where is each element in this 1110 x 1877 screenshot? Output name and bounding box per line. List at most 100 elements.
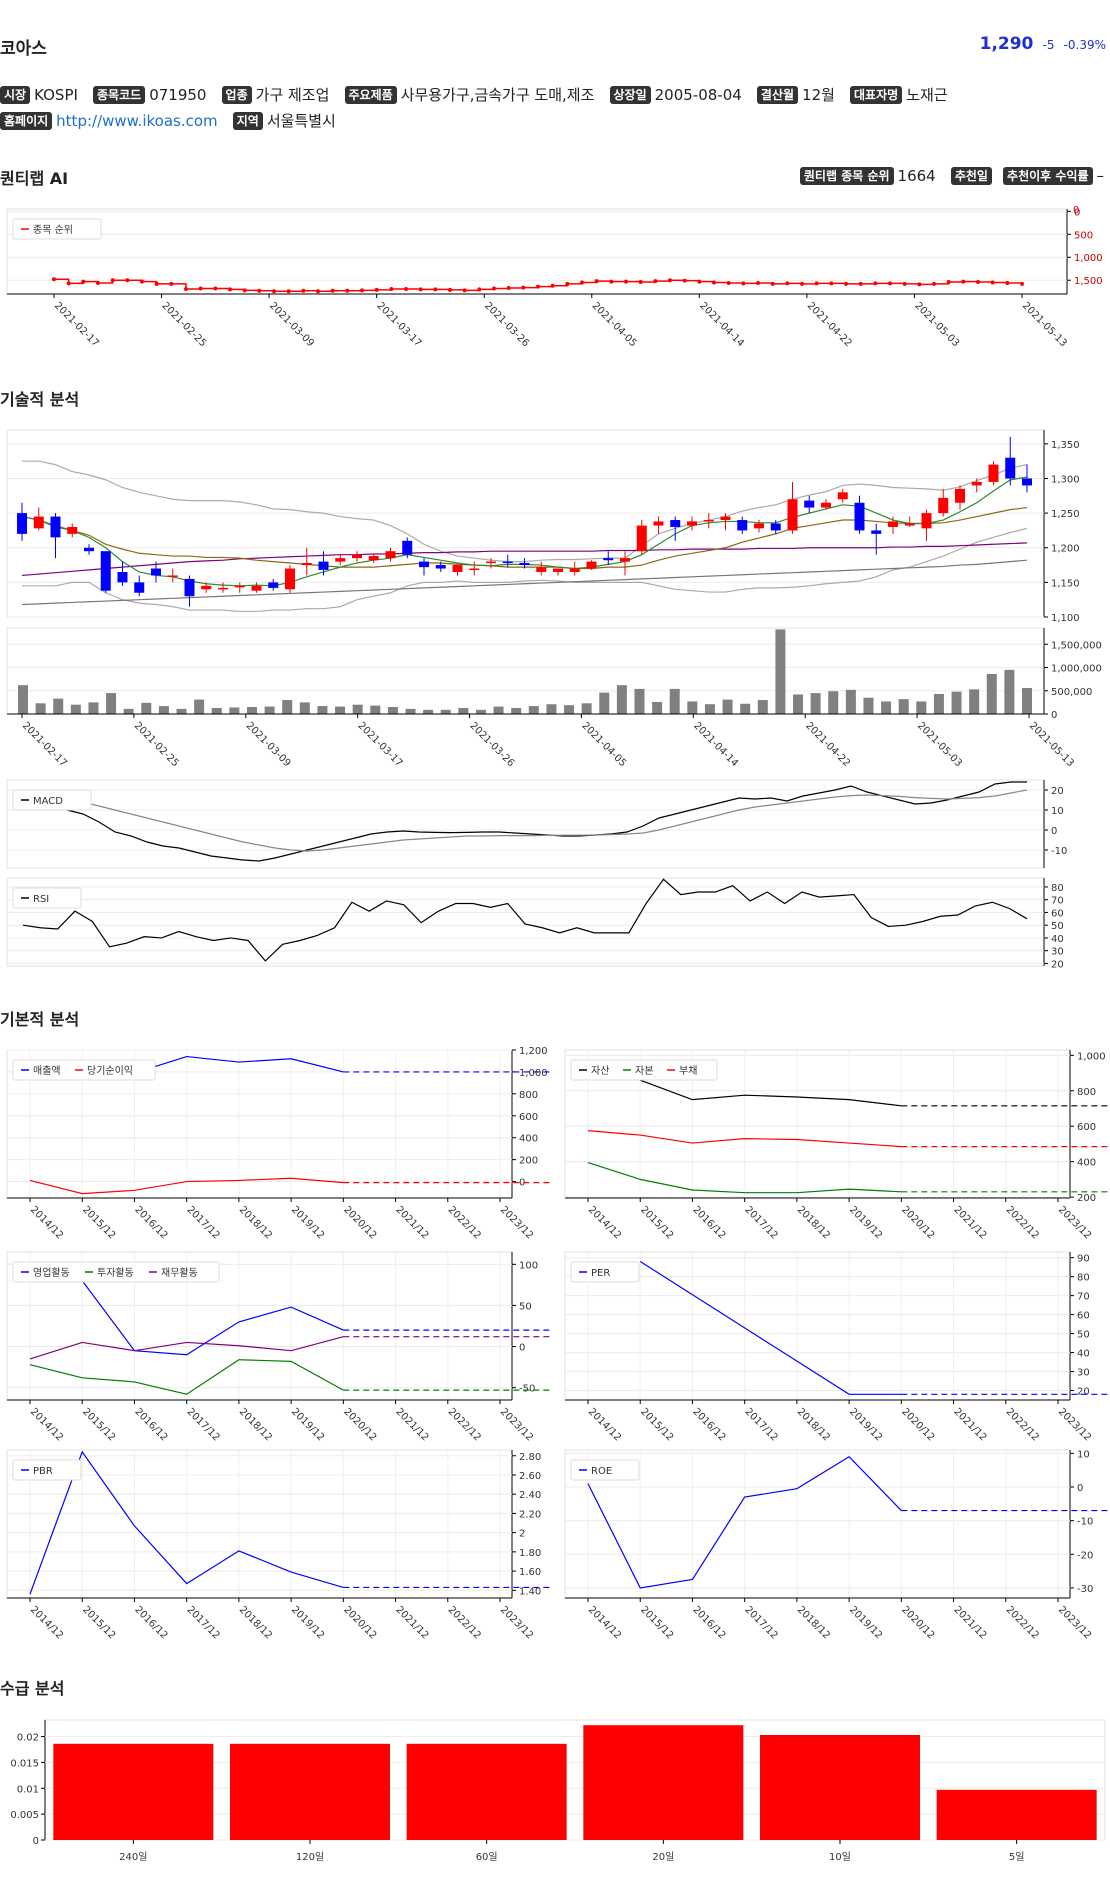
roe-y-tick-label: 10 — [1077, 1449, 1090, 1460]
volume-bar — [387, 707, 398, 714]
rsi-frame — [6, 877, 1045, 967]
price-block: 1,290 -5 -0.39% — [980, 34, 1106, 54]
rank-point — [169, 281, 174, 286]
homepage-link[interactable]: http://www.ikoas.com — [56, 111, 218, 130]
volume-bar — [881, 701, 892, 714]
sales_profit-x-tick-label: 2020/12 — [341, 1204, 378, 1241]
balance-legend-label: 자본 — [635, 1065, 653, 1077]
supply-y-tick-label: 0.02 — [17, 1733, 39, 1744]
balance-x-tick-label: 2022/12 — [1004, 1204, 1041, 1241]
rsi-y-tick-label: 40 — [1051, 934, 1064, 945]
sales_profit-y-tick-label: 0 — [519, 1178, 525, 1189]
volume-x-tick-label: 2021-02-25 — [132, 720, 181, 769]
volume-bar — [511, 707, 522, 714]
candle-body — [904, 523, 915, 526]
candle-body — [67, 526, 78, 534]
cashflow-y-tick-label: -50 — [519, 1384, 535, 1395]
roe-y-tick-label: -30 — [1077, 1584, 1093, 1595]
rank-point — [286, 289, 291, 294]
per-y-tick-label: 30 — [1077, 1368, 1090, 1379]
rank-point — [52, 277, 56, 282]
volume-x-tick-label: 2021-04-05 — [579, 720, 628, 769]
volume-bar — [176, 708, 187, 714]
balance-legend-label: 자산 — [591, 1065, 609, 1077]
supply-y-tick-label: 0.015 — [10, 1758, 39, 1769]
macd-series-line — [66, 789, 1028, 852]
price-y-tick-label: 1,200 — [1051, 544, 1080, 555]
supply-x-tick-label: 60일 — [476, 1851, 498, 1863]
price-y-tick-label: 1,300 — [1051, 474, 1080, 485]
sales_profit-x-tick-label: 2018/12 — [237, 1204, 274, 1241]
pbr-x-tick-label: 2021/12 — [393, 1604, 430, 1641]
candle-body — [837, 492, 848, 500]
candle-body — [318, 561, 329, 570]
candle-body — [787, 499, 798, 531]
sales_profit-y-tick-label: 200 — [519, 1156, 538, 1167]
cashflow-x-tick-label: 2014/12 — [28, 1406, 65, 1443]
candle-body — [955, 488, 965, 503]
rank-x-tick-label: 2021-02-25 — [159, 300, 208, 349]
rank-x-tick-label: 2021-05-03 — [912, 300, 961, 349]
rank-point — [770, 281, 775, 286]
cashflow-x-tick-label: 2023/12 — [498, 1406, 535, 1443]
volume-bar — [669, 688, 680, 714]
balance-x-tick-label: 2015/12 — [638, 1204, 675, 1241]
volume-bar — [757, 700, 768, 714]
candle-body — [519, 562, 530, 566]
volume-bar — [704, 704, 715, 714]
rank-point — [946, 280, 951, 285]
candle-body — [33, 516, 44, 529]
rank-point — [697, 279, 702, 284]
rank-point — [814, 281, 819, 286]
rsi-y-tick-label: 30 — [1051, 947, 1064, 958]
volume-bar — [599, 692, 610, 714]
per-x-tick-label: 2022/12 — [1004, 1406, 1041, 1443]
rank-y-tick-label: 1,000 — [1074, 253, 1103, 264]
candle-body — [871, 530, 882, 534]
fiscal-value: 12월 — [802, 86, 835, 104]
volume-bar — [317, 706, 328, 714]
rank-point — [330, 288, 335, 293]
volume-bar — [793, 694, 804, 714]
rank-point — [609, 279, 614, 284]
roe-x-tick-label: 2023/12 — [1056, 1604, 1093, 1641]
per-x-tick-label: 2020/12 — [899, 1406, 936, 1443]
volume-y-tick-label: 500,000 — [1051, 687, 1092, 698]
balance-x-tick-label: 2017/12 — [743, 1204, 780, 1241]
candle-body — [234, 585, 245, 588]
volume-bar — [229, 707, 240, 714]
rank-point — [536, 284, 540, 289]
candle-body — [50, 516, 61, 538]
macd-frame — [6, 779, 1045, 869]
rank-point — [1005, 280, 1010, 285]
code-value: 071950 — [149, 85, 207, 104]
per-x-tick-label: 2014/12 — [586, 1406, 623, 1443]
rank-x-tick-label: 2021-04-14 — [697, 300, 746, 349]
volume-bar — [106, 693, 117, 714]
rank-point — [184, 286, 188, 291]
rank-point — [550, 283, 555, 288]
volume-x-tick-label: 2021-04-22 — [803, 720, 852, 769]
per-x-tick-label: 2021/12 — [951, 1406, 988, 1443]
candle-body — [687, 521, 697, 526]
balance-series-line — [587, 1130, 902, 1148]
per-x-tick-label: 2023/12 — [1056, 1406, 1093, 1443]
rank-legend-box — [12, 218, 102, 240]
cashflow-x-tick-label: 2021/12 — [393, 1406, 430, 1443]
candle-body — [1022, 478, 1032, 486]
per-y-tick-label: 20 — [1077, 1387, 1090, 1398]
rank-point — [741, 281, 746, 286]
rank-point — [594, 279, 599, 284]
rank-x-tick-label: 2021-04-22 — [805, 300, 854, 349]
cashflow-y-tick-label: 50 — [519, 1301, 532, 1312]
rank-point — [902, 281, 907, 286]
balance-x-tick-label: 2021/12 — [951, 1204, 988, 1241]
candle-body — [218, 587, 228, 590]
sales_profit-x-tick-label: 2017/12 — [185, 1204, 222, 1241]
balance-x-tick-label: 2018/12 — [795, 1204, 832, 1241]
rank-y-tick-label: 0 — [1074, 207, 1080, 218]
volume-bar — [546, 704, 557, 714]
rank-point — [829, 281, 834, 286]
volume-x-tick-label: 2021-04-14 — [691, 720, 740, 769]
